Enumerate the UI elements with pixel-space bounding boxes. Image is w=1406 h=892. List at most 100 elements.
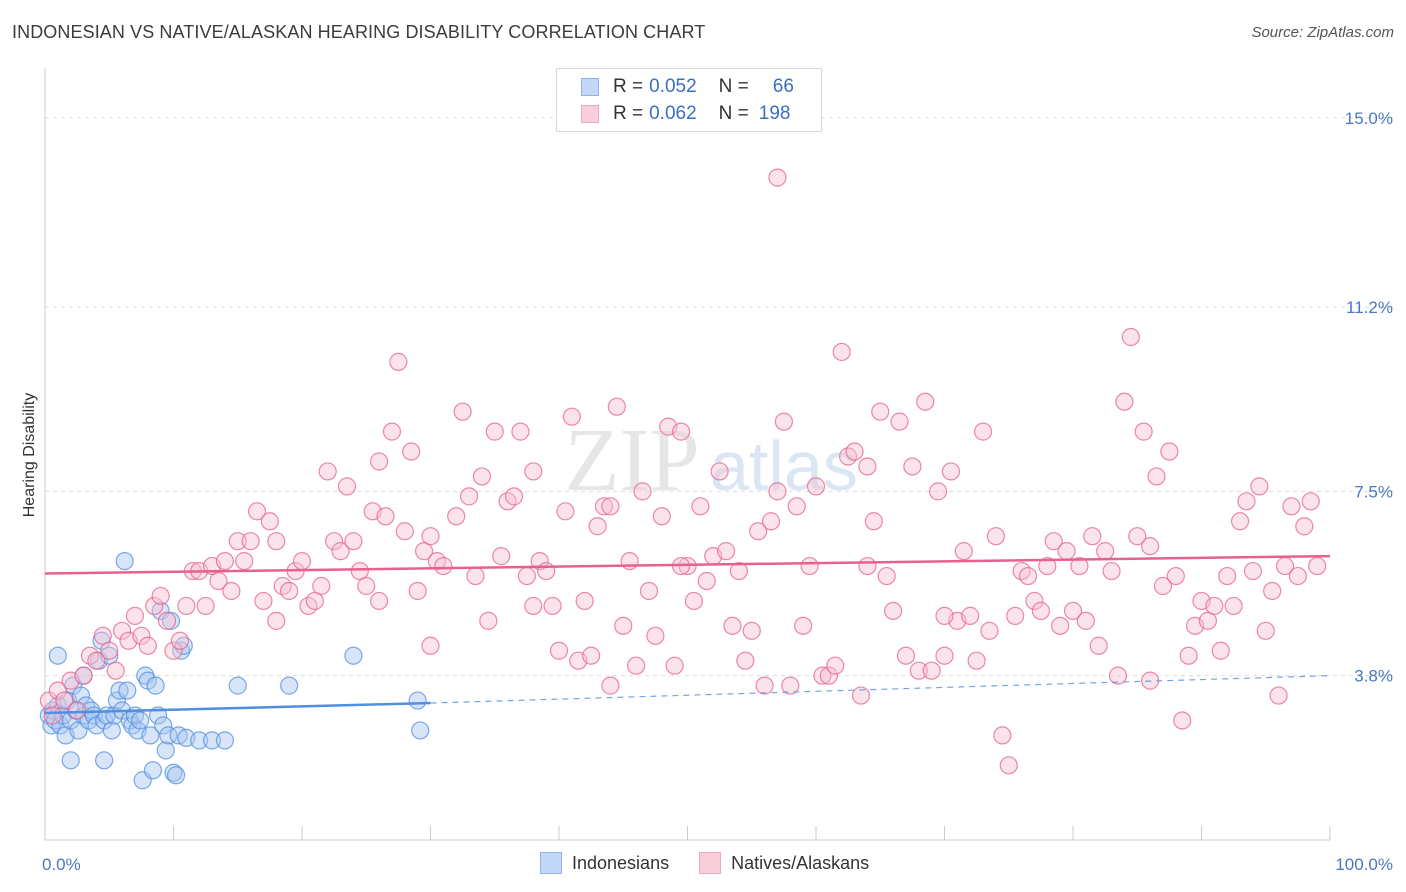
series-legend-indonesians[interactable]: Indonesians — [540, 852, 669, 874]
native-point — [376, 507, 395, 526]
native-point — [1282, 497, 1301, 516]
indonesian-point — [408, 691, 427, 710]
native-point — [710, 462, 729, 481]
native-point — [87, 651, 106, 670]
native-point — [819, 666, 838, 685]
native-point — [357, 576, 376, 596]
native-point — [646, 626, 665, 645]
native-point — [954, 542, 973, 561]
native-point — [626, 656, 646, 675]
indonesian-point — [161, 611, 181, 630]
series-legend-natives[interactable]: Natives/Alaskans — [699, 852, 869, 874]
indonesian-point — [166, 766, 186, 785]
native-point — [774, 412, 793, 431]
legend-n-value: 66 — [772, 76, 794, 97]
native-point — [222, 581, 241, 601]
legend-row-indonesians: R = 0.052 N = 66 — [581, 75, 794, 99]
native-point — [241, 532, 260, 551]
native-point — [697, 571, 716, 591]
native-point — [742, 621, 761, 640]
indonesian-point — [411, 721, 430, 740]
series-swatch-indonesians — [540, 852, 562, 874]
legend-n-label: N = — [718, 103, 749, 124]
native-point — [312, 576, 331, 596]
native-point — [562, 407, 581, 426]
indonesian-trend-line — [44, 701, 431, 715]
native-point — [691, 497, 710, 516]
native-point — [74, 666, 93, 685]
indonesian-point — [202, 731, 222, 750]
legend-row-natives: R = 0.062 N = 198 — [581, 102, 790, 126]
native-point — [1076, 611, 1095, 630]
indonesian-point — [159, 726, 178, 745]
native-point — [395, 522, 414, 541]
native-point — [980, 621, 999, 640]
native-point — [871, 402, 890, 421]
native-point — [1025, 591, 1044, 611]
indonesian-point — [344, 646, 363, 665]
indonesian-point — [164, 763, 183, 782]
native-point — [684, 591, 704, 611]
native-point — [806, 477, 826, 496]
series-legend: Indonesians Natives/Alaskans — [540, 852, 899, 874]
native-point — [421, 636, 440, 655]
native-point — [781, 676, 800, 695]
x-tick-label: 100.0% — [1335, 855, 1393, 874]
indonesian-trend-extension — [430, 675, 1331, 704]
native-point — [280, 581, 299, 601]
native-point — [370, 452, 389, 471]
native-point — [1263, 581, 1282, 601]
native-point — [858, 457, 877, 476]
native-point — [916, 392, 935, 411]
native-point — [582, 646, 601, 665]
native-point — [402, 442, 421, 461]
native-point — [1230, 512, 1250, 531]
native-point — [1115, 392, 1134, 411]
native-point — [883, 601, 903, 621]
native-point — [614, 616, 633, 635]
native-point — [826, 656, 845, 675]
native-point — [39, 691, 58, 710]
native-point — [813, 666, 832, 685]
y-tick-label: 15.0% — [1345, 109, 1393, 128]
native-point — [633, 482, 652, 501]
native-point — [928, 482, 948, 501]
y-tick-label: 7.5% — [1354, 482, 1393, 501]
native-point — [973, 422, 993, 441]
native-point — [1308, 556, 1327, 576]
native-point — [1295, 517, 1314, 536]
native-point — [999, 756, 1018, 775]
native-point — [832, 342, 851, 362]
native-point — [260, 512, 279, 531]
indonesian-point — [141, 726, 160, 745]
indonesian-point — [71, 686, 91, 705]
native-point — [1160, 442, 1179, 461]
native-point — [993, 726, 1012, 745]
indonesian-point — [156, 741, 175, 760]
native-point — [530, 551, 549, 571]
native-point — [459, 487, 479, 506]
native-point — [575, 591, 594, 611]
legend-swatch-natives — [581, 105, 599, 123]
native-point — [504, 487, 524, 506]
native-point — [177, 596, 196, 616]
indonesian-point — [130, 711, 150, 730]
native-point — [1205, 596, 1224, 616]
native-point — [1224, 596, 1243, 616]
legend-r-value: 0.052 — [649, 76, 697, 97]
native-point — [556, 502, 575, 521]
indonesian-point — [215, 731, 234, 750]
native-point — [1179, 646, 1198, 665]
native-point — [408, 581, 427, 601]
legend-r-label: R = — [613, 103, 644, 124]
native-point — [665, 656, 684, 675]
native-point — [1134, 422, 1153, 441]
native-point — [138, 636, 157, 655]
native-point — [1128, 527, 1147, 546]
indonesian-point — [110, 681, 129, 700]
native-point — [1166, 566, 1185, 586]
x-tick-label: 0.0% — [42, 855, 81, 874]
native-point — [479, 611, 498, 630]
native-point — [903, 457, 922, 476]
